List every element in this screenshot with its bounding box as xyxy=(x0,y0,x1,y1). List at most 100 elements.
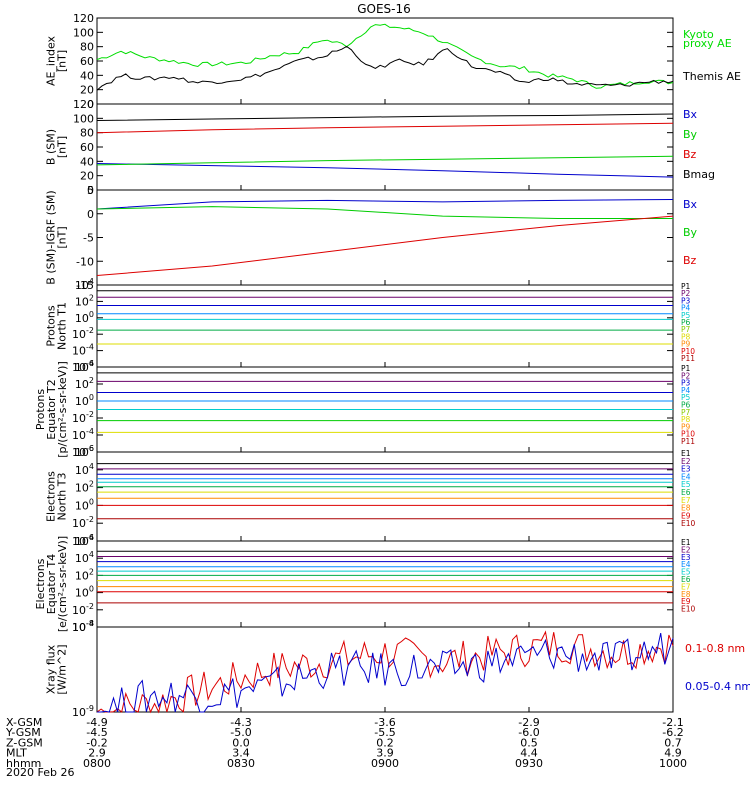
legend-e3: E3 xyxy=(681,465,691,474)
y-tick-label: 20 xyxy=(80,170,94,183)
panel-frame xyxy=(96,189,674,286)
x-row-value: -2.9 xyxy=(518,716,539,729)
series-bz xyxy=(96,122,674,134)
legend-p1: P1 xyxy=(681,282,691,291)
y-tick-label: 100 xyxy=(73,26,94,39)
y-tick-label: 100 xyxy=(75,497,94,512)
y-tick-label: 0 xyxy=(87,184,94,197)
y-tick-label: 40 xyxy=(80,155,94,168)
legend-e4: E4 xyxy=(681,472,691,481)
y-axis-label: Protons xyxy=(34,389,47,430)
y-axis-label: [nT] xyxy=(56,50,69,72)
legend-p1: P1 xyxy=(681,364,691,373)
series-kyoto-proxy-ae xyxy=(96,23,674,89)
x-row-value: -4.5 xyxy=(86,726,107,739)
y-tick-label: 104 xyxy=(75,462,94,477)
legend-p11: P11 xyxy=(681,437,695,446)
x-row-label: Z-GSM xyxy=(6,736,43,749)
panel-frame xyxy=(96,540,674,628)
series-bz xyxy=(96,215,674,276)
legend-e7: E7 xyxy=(681,496,691,505)
legend-p9: P9 xyxy=(681,340,691,349)
x-row-value: -5.0 xyxy=(230,726,251,739)
y-tick-label: 10-9 xyxy=(72,704,94,719)
legend-e9: E9 xyxy=(681,511,691,520)
legend-p8: P8 xyxy=(681,415,691,424)
legend-p6: P6 xyxy=(681,401,691,410)
x-row-value: -2.1 xyxy=(662,716,683,729)
panel-frame xyxy=(96,451,674,542)
y-axis-label: AE_index xyxy=(45,35,58,86)
y-tick-label: 0 xyxy=(87,98,94,111)
x-row-value: 0.7 xyxy=(664,736,682,749)
y-axis-label: [W/m^2] xyxy=(56,644,69,694)
y-axis-label: Electrons xyxy=(45,471,58,522)
y-axis-label: [p/(cm²-s-sr-keV)] xyxy=(56,361,69,458)
legend-p10: P10 xyxy=(681,347,695,356)
legend-p5: P5 xyxy=(681,393,691,402)
legend-bmag: Bmag xyxy=(683,168,715,181)
y-tick-label: 5 xyxy=(87,184,94,197)
y-axis-label: [e/(cm²-s-sr-keV)] xyxy=(56,536,69,632)
legend-by: By xyxy=(683,226,698,239)
legend-bz: Bz xyxy=(683,148,697,161)
legend-0-05-0-4-nm: 0.05-0.4 nm xyxy=(685,680,750,693)
y-tick-label: -10 xyxy=(76,255,94,268)
y-axis-label: Equator T2 xyxy=(45,379,58,439)
legend-bx: Bx xyxy=(683,108,698,121)
y-tick-label: 102 xyxy=(75,376,94,391)
legend-by: By xyxy=(683,128,698,141)
y-tick-label: 10-6 xyxy=(72,444,94,459)
legend-e3: E3 xyxy=(681,553,691,562)
y-tick-label: 60 xyxy=(80,141,94,154)
date-label: 2020 Feb 26 xyxy=(6,766,74,779)
y-tick-label: 102 xyxy=(75,293,94,308)
y-axis-label: [nT] xyxy=(56,226,69,248)
y-tick-label: 10-4 xyxy=(72,427,94,442)
legend-e2: E2 xyxy=(681,457,691,466)
y-tick-label: 10-8 xyxy=(72,619,94,634)
y-tick-label: 104 xyxy=(75,359,94,374)
y-tick-label: 0 xyxy=(87,208,94,221)
x-row-value: 0900 xyxy=(371,757,399,770)
x-row-label: X-GSM xyxy=(6,716,42,729)
y-tick-label: 80 xyxy=(80,41,94,54)
legend-p2: P2 xyxy=(681,289,691,298)
legend-0-1-0-8-nm: 0.1-0.8 nm xyxy=(685,642,745,655)
legend-p8: P8 xyxy=(681,332,691,341)
y-tick-label: 80 xyxy=(80,127,94,140)
panel-xray: 10-9 10-8 Xray flux[W/m^2] 0.1-0.8 nm 0.05-0… xyxy=(45,619,750,719)
legend-themis-ae: Themis AE xyxy=(682,70,741,83)
legend-p4: P4 xyxy=(681,386,691,395)
y-tick-label: 10-2 xyxy=(72,410,94,425)
legend-e8: E8 xyxy=(681,590,691,599)
y-axis-label: Xray flux xyxy=(45,644,58,694)
legend-p11: P11 xyxy=(681,354,695,363)
y-tick-label: 120 xyxy=(73,12,94,25)
x-row-label: hhmm xyxy=(6,757,41,770)
series-bmag xyxy=(96,113,674,121)
plot-title: GOES-16 xyxy=(357,2,411,16)
y-axis-label: [nT] xyxy=(56,136,69,158)
legend-p2: P2 xyxy=(681,371,691,380)
legend-p9: P9 xyxy=(681,422,691,431)
legend-e6: E6 xyxy=(681,575,691,584)
y-axis-label: North T3 xyxy=(56,473,69,521)
series-bx xyxy=(96,199,674,210)
x-row-value: -3.6 xyxy=(374,716,395,729)
y-axis-label: B (SM)-IGRF (SM) xyxy=(45,190,58,284)
legend-e7: E7 xyxy=(681,582,691,591)
legend-e5: E5 xyxy=(681,568,691,577)
x-row-value: 0930 xyxy=(515,757,543,770)
y-tick-label: 106 xyxy=(75,533,94,548)
series-by xyxy=(96,206,673,219)
legend-e6: E6 xyxy=(681,488,691,497)
y-tick-label: 100 xyxy=(75,585,94,600)
series-by xyxy=(96,155,674,166)
series-0-05-0-4-nm xyxy=(97,632,674,713)
y-axis-label: North T1 xyxy=(56,302,69,350)
y-tick-label: 120 xyxy=(73,98,94,111)
